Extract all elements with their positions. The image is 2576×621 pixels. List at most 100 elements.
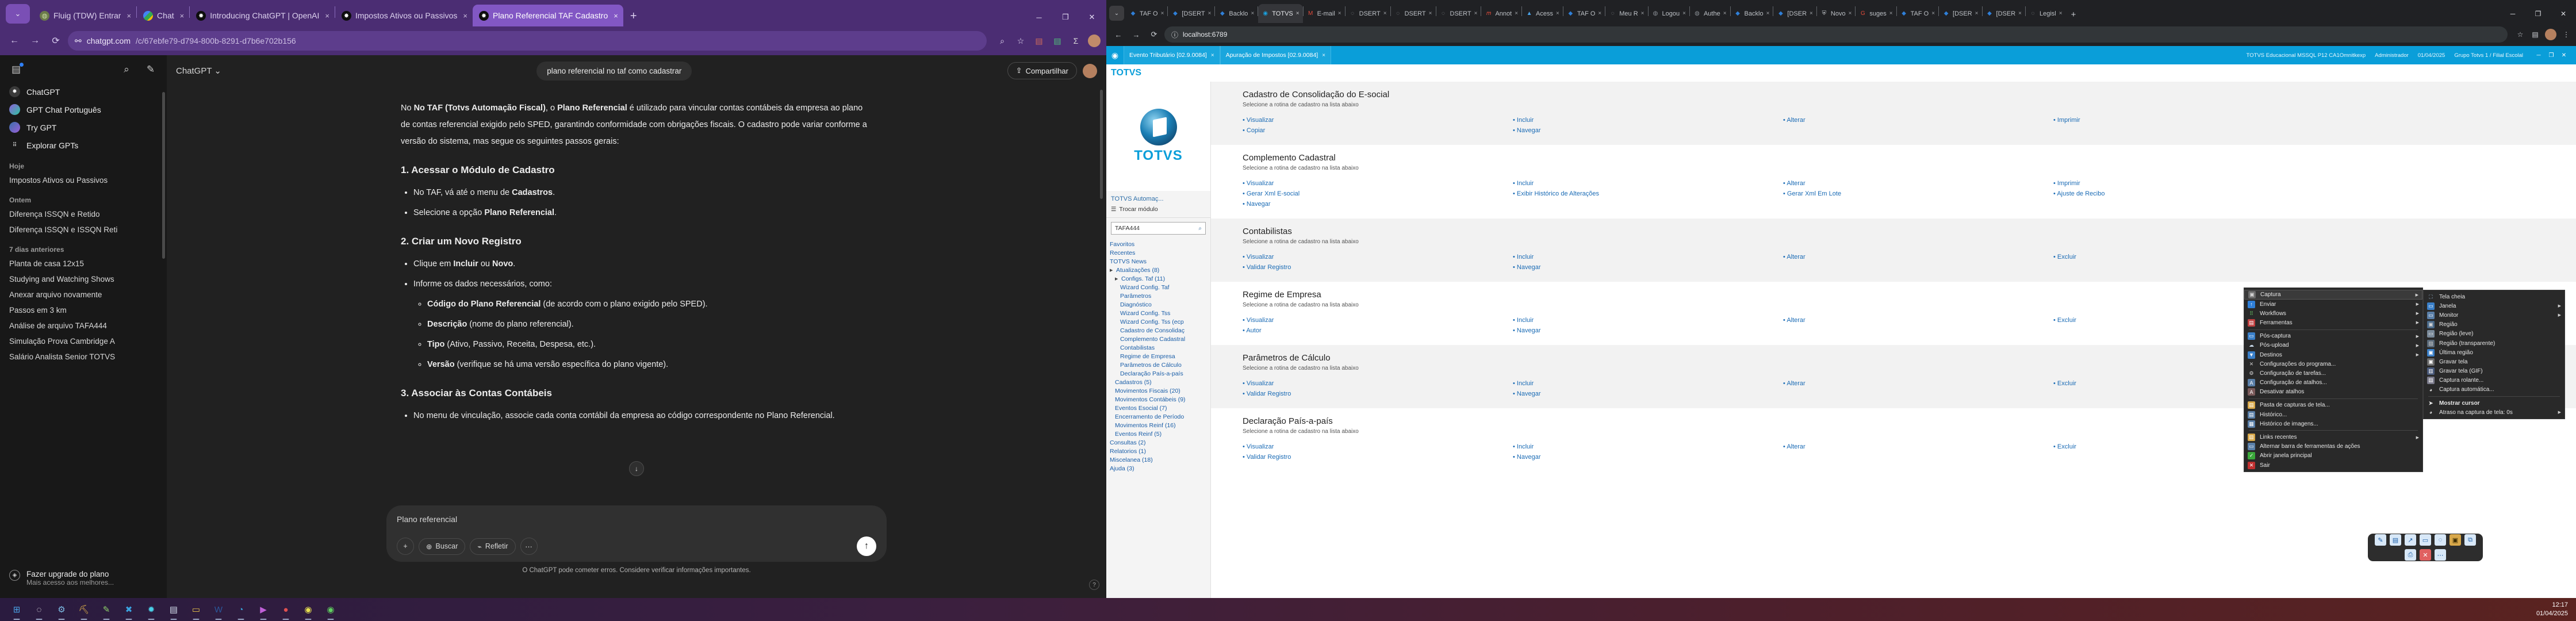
- menu-tree-item[interactable]: Movimentos Contábeis (9): [1110, 395, 1210, 404]
- menu-item[interactable]: ⠿ Workflows ▶: [2244, 309, 2422, 318]
- routine-link[interactable]: Alterar: [1783, 378, 2053, 389]
- routine-link[interactable]: Imprimir: [2053, 178, 2324, 189]
- conversation-item[interactable]: Análise de arquivo TAFA444: [9, 321, 107, 330]
- menu-item[interactable]: ▤ Links recentes ▶: [2244, 432, 2422, 442]
- browser-tab[interactable]: ◍ Authe ×: [1690, 4, 1730, 23]
- menu-tree-item[interactable]: Eventos Reinf (5): [1110, 430, 1210, 438]
- menu-item[interactable]: ✕ Configurações do programa...: [2244, 359, 2422, 369]
- close-icon[interactable]: ×: [2058, 10, 2063, 17]
- menu-item[interactable]: ▭ Janela ▶: [2424, 301, 2564, 310]
- close-icon[interactable]: ×: [463, 11, 467, 20]
- minimize-button[interactable]: ─: [2510, 10, 2516, 18]
- app-icon[interactable]: ✹: [144, 602, 159, 620]
- extension-icon[interactable]: ▤: [1035, 36, 1043, 45]
- menu-item[interactable]: ▦ Histórico de imagens...: [2244, 419, 2422, 428]
- fluig-icon[interactable]: ◌: [32, 602, 47, 620]
- menu-tree-item[interactable]: Encerramento de Período: [1110, 412, 1210, 421]
- menu-tree-item[interactable]: ▶ Configs. Taf (11): [1110, 274, 1210, 283]
- routine-link[interactable]: Incluir: [1513, 378, 1783, 389]
- kebab-menu-icon[interactable]: ⋮: [2563, 30, 2570, 39]
- menu-tree-item[interactable]: Consultas (2): [1110, 438, 1210, 447]
- routine-link[interactable]: Navegar: [1513, 262, 1783, 273]
- menu-item[interactable]: ▤ Ferramentas ▶: [2244, 318, 2422, 327]
- share-button[interactable]: ⇪ Compartilhar: [1007, 62, 1077, 79]
- routine-link[interactable]: Navegar: [1513, 389, 1783, 399]
- conversation-item[interactable]: Anexar arquivo novamente: [9, 290, 102, 299]
- start-icon[interactable]: ⊞: [9, 602, 24, 620]
- routine-link[interactable]: Incluir: [1513, 115, 1783, 125]
- routine-link[interactable]: Gerar Xml Em Lote: [1783, 189, 2053, 199]
- reload-icon[interactable]: ⟳: [52, 36, 60, 46]
- browser-tab[interactable]: ◆ Backlo ×: [1215, 4, 1258, 23]
- routine-link[interactable]: Navegar: [1513, 125, 1783, 136]
- more-icon[interactable]: ⋯: [2435, 549, 2446, 561]
- menu-tree-item[interactable]: Eventos Esocial (7): [1110, 404, 1210, 412]
- menu-tree-item[interactable]: Complemento Cadastral: [1110, 335, 1210, 343]
- routine-link[interactable]: Visualizar: [1243, 252, 1513, 262]
- zoom-icon[interactable]: ⌕: [1000, 36, 1005, 45]
- menu-tree-item[interactable]: Contabilistas: [1110, 343, 1210, 352]
- routine-link[interactable]: Copiar: [1243, 125, 1513, 136]
- routine-link[interactable]: Excluir: [2053, 252, 2324, 262]
- search-icon[interactable]: ⌕: [124, 64, 129, 75]
- close-icon[interactable]: ×: [1848, 10, 1852, 17]
- minimize-button[interactable]: ─: [2536, 52, 2541, 59]
- routine-link[interactable]: Excluir: [2053, 315, 2324, 325]
- routine-link[interactable]: Navegar: [1513, 325, 1783, 336]
- blur-icon[interactable]: ◌: [2435, 534, 2446, 546]
- explorer-icon[interactable]: ▭: [189, 602, 204, 620]
- new-chat-icon[interactable]: ✎: [146, 64, 155, 75]
- search-tool-button[interactable]: ⊕ Buscar: [419, 538, 466, 555]
- menu-tree-item[interactable]: Parâmetros: [1110, 292, 1210, 300]
- maximize-button[interactable]: ❐: [2535, 10, 2542, 18]
- browser-tab[interactable]: ◆ [DSER ×: [1983, 4, 2025, 23]
- close-icon[interactable]: ×: [1889, 10, 1893, 17]
- tab-list-button[interactable]: ⌄: [1109, 6, 1124, 21]
- close-icon[interactable]: ×: [126, 11, 132, 20]
- close-icon[interactable]: ×: [1251, 10, 1255, 17]
- menu-item[interactable]: ▨ Região (transparente): [2424, 339, 2564, 348]
- composer-input[interactable]: Plano referencial: [397, 515, 458, 524]
- browser-tab-active[interactable]: ◉ TOTVS ×: [1258, 4, 1303, 23]
- taskbar-clock[interactable]: 12:17 01/04/2025: [2536, 601, 2576, 618]
- model-selector[interactable]: ChatGPT ⌄: [176, 66, 221, 76]
- conversation-item[interactable]: Impostos Ativos ou Passivos: [9, 176, 108, 185]
- browser-tab[interactable]: ◆ [DSER ×: [1939, 4, 1981, 23]
- routine-link[interactable]: Incluir: [1513, 178, 1783, 189]
- browser-tab[interactable]: ◆ [DSER ×: [1773, 4, 1816, 23]
- routine-link[interactable]: Visualizar: [1243, 115, 1513, 125]
- routine-link[interactable]: Validar Registro: [1243, 389, 1513, 399]
- routine-link[interactable]: Excluir: [2053, 442, 2324, 452]
- maximize-button[interactable]: ❐: [1062, 13, 1069, 21]
- tab-list-button[interactable]: ⌄: [6, 4, 30, 24]
- menu-item[interactable]: ⚙ Configuração de tarefas...: [2244, 369, 2422, 378]
- sidebar-item-chatgpt[interactable]: ✸ ChatGPT: [0, 83, 167, 101]
- menu-tree-item[interactable]: Ajuda (3): [1110, 464, 1210, 473]
- menu-tree-item[interactable]: Declaração País-a-país: [1110, 369, 1210, 378]
- browser-tab[interactable]: ◌ Legisl ×: [2026, 4, 2066, 23]
- browser-tab[interactable]: Chat ×: [137, 5, 189, 26]
- more-tools-button[interactable]: ⋯: [520, 538, 538, 555]
- search-icon[interactable]: ⌕: [1198, 225, 1202, 232]
- conversation-scrollbar[interactable]: [1100, 90, 1103, 199]
- close-icon[interactable]: ×: [1766, 10, 1770, 17]
- routine-link[interactable]: Validar Registro: [1243, 262, 1513, 273]
- attach-button[interactable]: +: [397, 538, 414, 555]
- menu-item[interactable]: ▣ Gravar tela: [2424, 357, 2564, 366]
- menu-item[interactable]: ▤ Pasta de capturas de tela...: [2244, 401, 2422, 410]
- dev-tools-icon[interactable]: ⛏: [76, 602, 91, 620]
- reload-icon[interactable]: ⟳: [1151, 30, 1157, 39]
- menu-item[interactable]: ↑ Enviar ▶: [2244, 300, 2422, 309]
- close-icon[interactable]: ×: [1474, 10, 1478, 17]
- totvs-app-tab[interactable]: Apuração de Impostos [02.9.0084] ×: [1220, 46, 1332, 64]
- save-icon[interactable]: ▣: [2450, 534, 2461, 546]
- close-icon[interactable]: ×: [1810, 10, 1813, 17]
- avatar[interactable]: [2545, 29, 2556, 40]
- routine-link[interactable]: Excluir: [2053, 378, 2324, 389]
- browser-tab[interactable]: M E-mail ×: [1304, 4, 1345, 23]
- browser-tab-active[interactable]: ✸ Plano Referencial TAF Cadastro ×: [472, 5, 623, 26]
- browser-tab[interactable]: ◌ DSERT ×: [1436, 4, 1481, 23]
- menu-tree-item[interactable]: Parâmetros de Cálculo: [1110, 361, 1210, 369]
- info-circle-icon[interactable]: ⓘ: [1171, 30, 1179, 39]
